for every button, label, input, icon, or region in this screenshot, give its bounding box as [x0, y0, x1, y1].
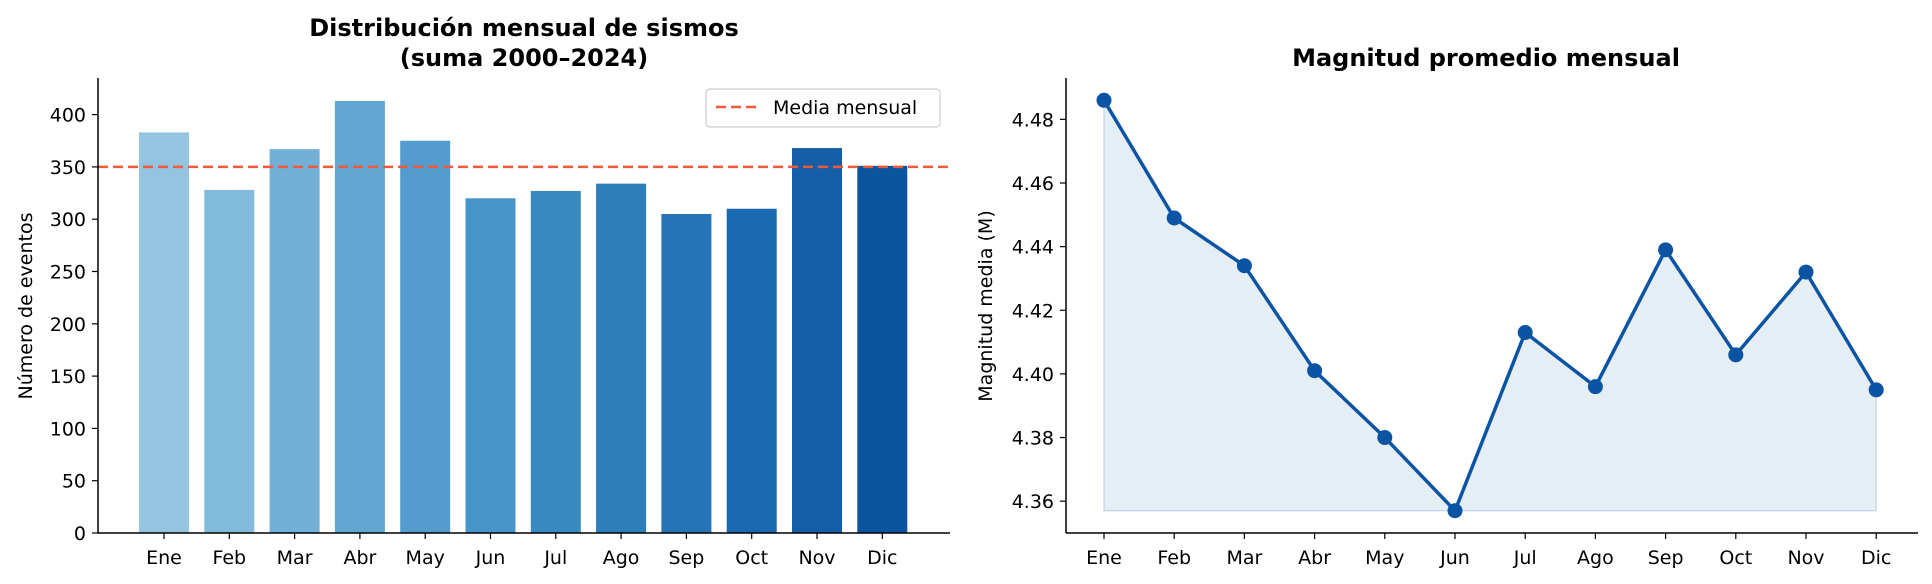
- line-y-axis-ticks: 4.36 4.38 4.40 4.42 4.44 4.46 4.48: [1012, 109, 1066, 513]
- line-area-fill: [1103, 98, 1877, 512]
- y-tick-label: 4.36: [1012, 491, 1054, 513]
- bar-x-axis-ticks: Ene Feb Mar Abr May Jun Jul Ago Sep Oct Nov Dic: [146, 533, 897, 569]
- bar-chart-title-line2: (suma 2000–2024): [400, 44, 648, 72]
- x-tick-label: Nov: [798, 547, 835, 569]
- x-tick-label: Oct: [1719, 547, 1752, 569]
- legend: Media mensual: [705, 88, 941, 128]
- x-tick-label: Jun: [1439, 547, 1470, 569]
- data-point: [1658, 242, 1674, 258]
- y-tick-label: 150: [50, 366, 86, 388]
- x-tick-label: Ago: [603, 547, 640, 569]
- data-point: [1728, 347, 1744, 363]
- bar: [596, 183, 647, 533]
- y-tick-label: 350: [50, 157, 86, 179]
- y-tick-label: 50: [62, 471, 86, 493]
- x-tick-label: Jul: [1513, 547, 1537, 569]
- x-tick-label: Abr: [1298, 547, 1331, 569]
- y-tick-label: 4.44: [1012, 237, 1054, 259]
- x-tick-label: Sep: [668, 547, 704, 569]
- line-series: [1102, 99, 1878, 513]
- line-y-axis-label: Magnitud media (M): [975, 210, 997, 401]
- y-tick-label: 100: [50, 418, 86, 440]
- bar-chart-title-line1: Distribución mensual de sismos: [309, 14, 739, 42]
- x-tick-label: May: [406, 547, 445, 569]
- data-point: [1236, 258, 1252, 274]
- y-tick-label: 300: [50, 209, 86, 231]
- y-tick-label: 4.38: [1012, 428, 1054, 450]
- y-tick-label: 4.46: [1012, 173, 1054, 195]
- legend-box: [705, 88, 941, 128]
- data-point: [1166, 210, 1182, 226]
- y-tick-label: 4.48: [1012, 109, 1054, 131]
- bar: [400, 140, 451, 534]
- line-x-axis-ticks: Ene Feb Mar Abr May Jun Jul Ago Sep Oct Nov Dic: [1086, 533, 1891, 569]
- x-tick-label: Jul: [543, 547, 567, 569]
- data-point: [1798, 264, 1814, 280]
- data-point: [1096, 92, 1112, 108]
- x-tick-label: May: [1365, 547, 1404, 569]
- bar-chart-panel: Distribución mensual de sismos (suma 200…: [15, 14, 950, 569]
- y-tick-label: 4.42: [1012, 300, 1054, 322]
- bar: [139, 132, 189, 533]
- bar-y-axis-label: Número de eventos: [15, 213, 37, 400]
- x-tick-label: Feb: [1157, 547, 1191, 569]
- x-tick-label: Mar: [1226, 547, 1262, 569]
- x-tick-label: Ago: [1577, 547, 1614, 569]
- data-point: [1587, 379, 1603, 395]
- bar: [726, 208, 777, 533]
- y-tick-label: 0: [74, 523, 86, 545]
- y-tick-label: 200: [50, 314, 86, 336]
- data-point: [1447, 503, 1463, 519]
- x-tick-label: Nov: [1787, 547, 1824, 569]
- x-tick-label: Mar: [277, 547, 313, 569]
- bar-y-axis-ticks: 0 50 100 150 200 250 300 350 400: [50, 105, 98, 545]
- line-chart-panel: Magnitud promedio mensual 4.364.384.404.…: [975, 44, 1918, 569]
- y-tick-label: 4.40: [1012, 364, 1054, 386]
- y-tick-label: 250: [50, 262, 86, 284]
- x-tick-label: Ene: [1086, 547, 1122, 569]
- bar-series: [139, 101, 908, 534]
- bar: [269, 149, 320, 533]
- x-tick-label: Feb: [212, 547, 246, 569]
- bar: [857, 165, 908, 534]
- legend-label: Media mensual: [773, 97, 917, 119]
- bar: [465, 198, 516, 533]
- x-tick-label: Dic: [1861, 547, 1891, 569]
- x-tick-label: Oct: [735, 547, 768, 569]
- x-tick-label: Jun: [475, 547, 506, 569]
- data-point: [1377, 430, 1393, 446]
- bar: [792, 148, 842, 534]
- bar: [334, 101, 385, 533]
- data-point: [1517, 325, 1533, 341]
- y-tick-label: 400: [50, 105, 86, 127]
- x-tick-label: Dic: [867, 547, 897, 569]
- data-point: [1307, 363, 1323, 379]
- x-tick-label: Sep: [1648, 547, 1684, 569]
- line-chart-title: Magnitud promedio mensual: [1292, 44, 1680, 72]
- bar: [530, 190, 581, 533]
- line-points: [1096, 92, 1884, 519]
- bar: [661, 213, 712, 534]
- bar: [204, 189, 255, 533]
- data-point: [1868, 382, 1884, 398]
- x-tick-label: Ene: [146, 547, 182, 569]
- x-tick-label: Abr: [343, 547, 376, 569]
